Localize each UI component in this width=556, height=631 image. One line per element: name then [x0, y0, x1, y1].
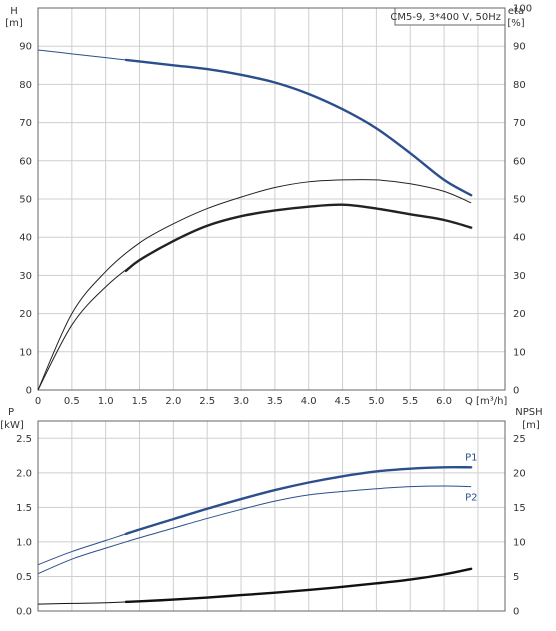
- x-tick-label: 6.0: [436, 396, 452, 407]
- series-operating-range-npsh: [124, 567, 473, 604]
- y-axis-label-power: P: [8, 407, 14, 418]
- y2-axis-unit-npsh: [m]: [522, 420, 540, 431]
- x-axis-label-q: Q [m³/h]: [465, 396, 507, 407]
- series-operating-range-P1: [124, 465, 473, 536]
- y2-tick-label: 15: [513, 503, 526, 514]
- y2-tick-label: 0: [513, 386, 519, 397]
- top-chart-grid: [38, 8, 505, 390]
- x-tick-label: 3.0: [233, 396, 249, 407]
- x-tick-label: 4.0: [301, 396, 317, 407]
- y2-tick-label: 25: [513, 434, 526, 445]
- y-axis-unit-power: [kW]: [0, 420, 24, 431]
- y-tick-label: 90: [19, 42, 32, 53]
- y-tick-label: 50: [19, 195, 32, 206]
- y2-tick-label: 10: [513, 347, 526, 358]
- series-operating-range-head: [124, 58, 473, 197]
- series-line-npsh: [37, 568, 472, 605]
- y-tick-label: 2.0: [16, 468, 32, 479]
- top-chart-frame: [37, 7, 506, 391]
- series-operating-range-efficiency: [124, 203, 473, 273]
- y2-axis-unit-eta: [%]: [507, 18, 524, 29]
- y2-tick-label: 20: [513, 309, 526, 320]
- y-tick-label: 40: [19, 233, 32, 244]
- y-tick-label: 80: [19, 80, 32, 91]
- chart-title: CM5-9, 3*400 V, 50Hz: [390, 12, 501, 23]
- x-tick-label: 2.0: [165, 396, 181, 407]
- x-tick-label: 0.5: [64, 396, 80, 407]
- x-tick-label: 5.0: [368, 396, 384, 407]
- x-tick-label: 5.5: [402, 396, 418, 407]
- series-line-P1: [37, 466, 472, 566]
- y2-axis-label-eta: eta: [508, 6, 524, 17]
- y2-tick-label: 50: [513, 195, 526, 206]
- top-chart-ticks: 0 10 20 30 40 50 60 70 80 90 0 10 20 30 40 50 60 70 80 90 10…: [19, 4, 532, 408]
- y-tick-label: 1.5: [16, 503, 32, 514]
- y-axis-unit-head: [m]: [5, 18, 23, 29]
- y-tick-label: 0.5: [16, 572, 32, 583]
- y-tick-label: 2.5: [16, 434, 32, 445]
- bottom-chart-frame: [37, 420, 506, 612]
- series-label-p1: P1: [465, 452, 477, 463]
- y2-tick-label: 20: [513, 468, 526, 479]
- y-tick-label: 60: [19, 156, 32, 167]
- x-tick-label: 1.0: [98, 396, 114, 407]
- y-tick-label: 0: [26, 386, 32, 397]
- y2-axis-label-npsh: NPSH: [515, 407, 542, 418]
- series-line-P2: [37, 485, 472, 575]
- y-tick-label: 20: [19, 309, 32, 320]
- top-chart-series: [37, 49, 473, 391]
- y-tick-label: 30: [19, 271, 32, 282]
- chart-title-box: [394, 7, 506, 26]
- y2-tick-label: 100: [513, 4, 532, 15]
- x-tick-label: 3.5: [267, 396, 283, 407]
- series-label-p2: P2: [465, 493, 477, 504]
- x-tick-label: 4.5: [335, 396, 351, 407]
- x-tick-label: 1.5: [132, 396, 148, 407]
- y2-tick-label: 10: [513, 537, 526, 548]
- bottom-chart-ticks: 0.0 0.5 1.0 1.5 2.0 2.5 0 5 10 15 20 25: [16, 434, 526, 618]
- y2-tick-label: 30: [513, 271, 526, 282]
- y-axis-label-head: H: [10, 6, 18, 17]
- y-tick-label: 10: [19, 347, 32, 358]
- bottom-chart-series: P1 P2: [37, 452, 478, 605]
- y-tick-label: 1.0: [16, 537, 32, 548]
- x-tick-label: 2.5: [199, 396, 215, 407]
- y2-tick-label: 80: [513, 80, 526, 91]
- y2-tick-label: 40: [513, 233, 526, 244]
- y2-tick-label: 0: [513, 607, 519, 618]
- y2-tick-label: 60: [513, 156, 526, 167]
- series-line-efficiency-alt: [37, 179, 472, 391]
- y-tick-label: 70: [19, 118, 32, 129]
- y-tick-label: 0.0: [16, 607, 32, 618]
- y2-tick-label: 70: [513, 118, 526, 129]
- bottom-chart-grid: [38, 421, 505, 611]
- y2-tick-label: 5: [513, 572, 519, 583]
- y2-tick-label: 90: [513, 42, 526, 53]
- x-tick-label: 0: [35, 396, 41, 407]
- series-line-efficiency: [37, 204, 472, 391]
